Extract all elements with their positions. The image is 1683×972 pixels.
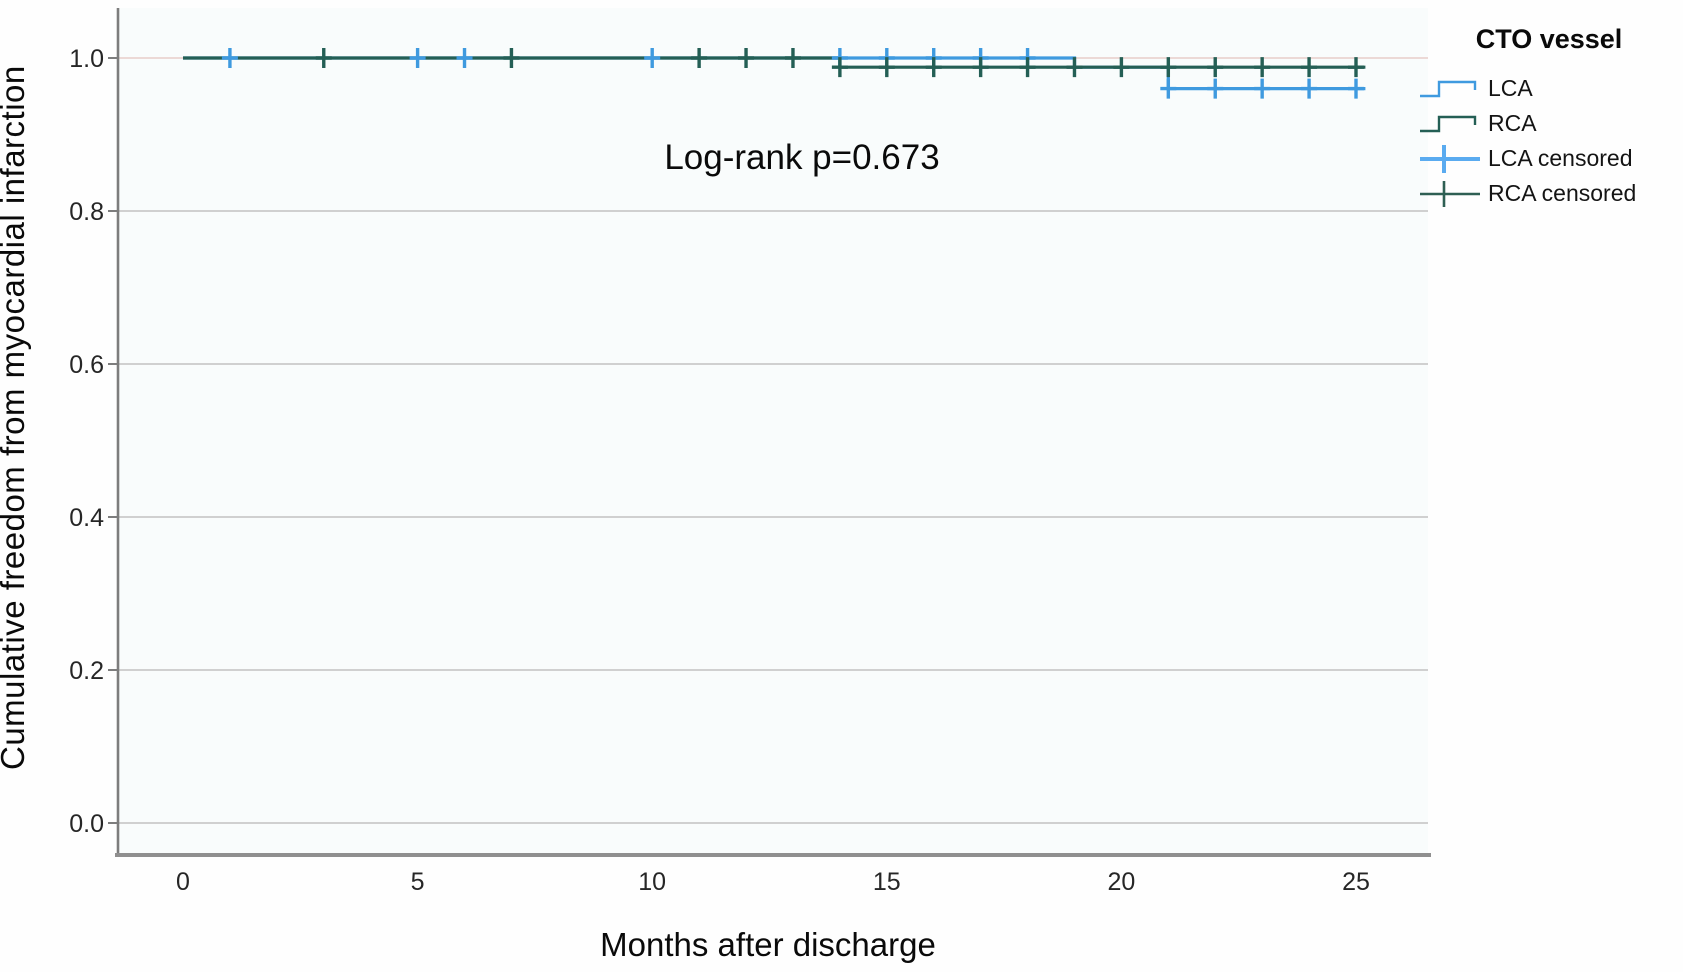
legend-item-lca: LCA: [1418, 71, 1680, 106]
y-tick-label: 0.0: [69, 810, 104, 838]
censor-mark-rca: [1113, 57, 1130, 78]
y-tick-label: 1.0: [69, 45, 104, 73]
censor-mark-lca: [1207, 78, 1224, 99]
rca-censored-cross-icon: [1420, 180, 1480, 207]
x-tick-label: 20: [1107, 868, 1135, 896]
censor-mark-rca: [1254, 57, 1271, 78]
x-tick-label: 15: [873, 868, 901, 896]
censor-mark-rca: [1019, 57, 1036, 78]
censor-mark-rca: [1207, 57, 1224, 78]
legend-label-rca-censored: RCA censored: [1488, 180, 1637, 206]
censor-mark-rca: [1066, 57, 1083, 78]
legend: CTO vessel LCA RCA LCA censored RCA cens…: [1418, 24, 1680, 211]
y-tick-label: 0.6: [69, 351, 104, 379]
legend-label-lca-censored: LCA censored: [1488, 145, 1633, 171]
log-rank-annotation: Log-rank p=0.673: [664, 138, 940, 177]
x-tick-label: 25: [1342, 868, 1370, 896]
x-axis-title: Months after discharge: [600, 926, 936, 963]
censor-mark-lca: [644, 48, 661, 68]
censor-mark-rca: [878, 57, 895, 78]
censor-mark-lca: [1254, 78, 1271, 99]
censor-mark-rca: [1301, 57, 1318, 78]
legend-label-rca: RCA: [1488, 110, 1537, 136]
x-tick-label: 0: [176, 868, 190, 896]
censor-mark-rca: [925, 57, 942, 78]
x-tick-label: 5: [411, 868, 425, 896]
censor-mark-rca: [784, 48, 801, 68]
legend-item-rca: RCA: [1418, 106, 1680, 141]
legend-item-lca-censored: LCA censored: [1418, 141, 1680, 176]
plot-area: [118, 8, 1428, 855]
x-tick-label: 10: [638, 868, 666, 896]
censor-mark-lca: [221, 48, 238, 68]
legend-item-rca-censored: RCA censored: [1418, 176, 1680, 211]
legend-label-lca: LCA: [1488, 75, 1533, 101]
censor-mark-lca: [456, 48, 473, 68]
y-axis-title: Cumulative freedom from myocardial infar…: [0, 65, 31, 771]
censor-mark-lca: [1301, 78, 1318, 99]
censor-mark-rca: [315, 48, 332, 68]
censor-mark-rca: [691, 48, 708, 68]
censor-mark-lca: [1160, 78, 1177, 99]
lca-censored-cross-icon: [1420, 144, 1480, 173]
censor-mark-rca: [738, 48, 755, 68]
censor-mark-rca: [1348, 57, 1364, 78]
lca-step-line-icon: [1420, 80, 1477, 97]
censor-mark-lca: [409, 48, 426, 68]
censor-mark-rca: [1160, 57, 1177, 78]
y-tick-label: 0.4: [69, 504, 104, 532]
censor-mark-rca: [972, 57, 989, 78]
legend-title: CTO vessel: [1475, 24, 1623, 54]
censor-mark-rca: [503, 48, 520, 68]
rca-step-line-icon: [1420, 115, 1477, 132]
censor-mark-rca: [831, 57, 848, 78]
y-tick-label: 0.2: [69, 657, 104, 685]
y-tick-label: 0.8: [69, 198, 104, 226]
censor-mark-lca: [1348, 78, 1364, 99]
